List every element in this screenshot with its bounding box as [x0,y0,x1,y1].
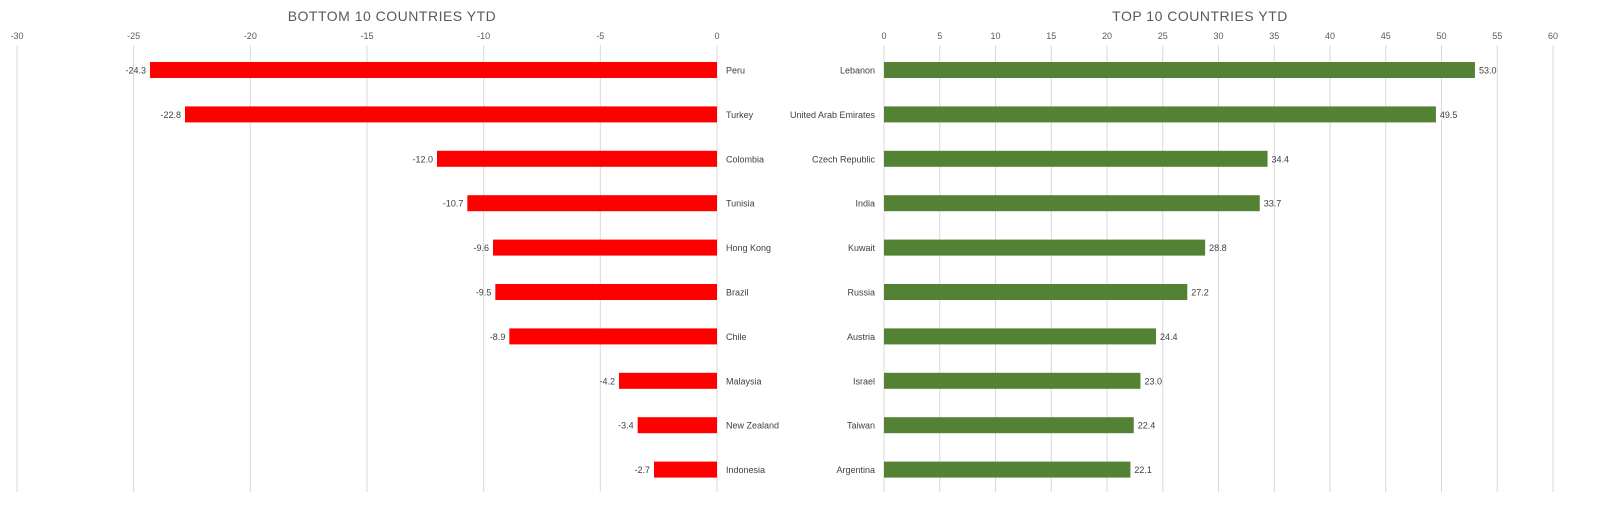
bottom-tick-label: -5 [596,31,604,41]
bottom-category-label: Indonesia [726,465,765,475]
top-value-label: 49.5 [1440,110,1458,120]
bottom-chart-title: BOTTOM 10 COUNTRIES YTD [288,8,497,24]
top-chart-title: TOP 10 COUNTRIES YTD [1112,8,1288,24]
bottom-countries-chart: BOTTOM 10 COUNTRIES YTD -30 -25 -20 -15 -10 -… [10,8,779,492]
top-tick-label: 5 [937,31,942,41]
top-tick-label: 10 [990,31,1000,41]
bottom-tick-label: -30 [10,31,23,41]
top-tick-label: 30 [1213,31,1223,41]
bottom-bar [437,150,717,167]
top-category-label: Russia [847,288,875,298]
top-category-label: United Arab Emirates [790,110,876,120]
top-bar [884,106,1436,123]
top-value-label: 33.7 [1264,199,1282,209]
top-bar [884,284,1188,300]
top-bar [884,328,1157,345]
top-category-label: Argentina [836,465,875,475]
top-bar [884,62,1475,78]
top-value-label: 22.1 [1134,465,1152,475]
bottom-category-label: Hong Kong [726,243,771,253]
top-tick-label: 60 [1548,31,1558,41]
top-category-label: Czech Republic [812,154,876,164]
top-countries-chart: TOP 10 COUNTRIES YTD 0 5 10 15 20 25 30 35 40 45 5… [790,8,1558,492]
bottom-bar [637,417,717,434]
top-value-label: 23.0 [1144,376,1162,386]
bottom-bar [150,62,717,78]
bottom-bar [509,328,717,345]
top-tick-label: 20 [1102,31,1112,41]
bottom-value-label: -8.9 [490,332,506,342]
top-category-label: Taiwan [847,421,875,431]
bottom-category-label: New Zealand [726,421,779,431]
top-category-label: Lebanon [840,66,875,76]
bottom-bar [493,239,717,256]
top-category-label: Austria [847,332,875,342]
top-tick-label: 50 [1436,31,1446,41]
bottom-category-label: Malaysia [726,376,762,386]
bottom-category-label: Brazil [726,288,749,298]
bottom-category-label: Turkey [726,110,754,120]
bottom-tick-label: 0 [714,31,719,41]
top-tick-label: 35 [1269,31,1279,41]
bottom-value-label: -9.5 [476,288,492,298]
bottom-bar [619,372,717,389]
top-value-label: 22.4 [1138,421,1156,431]
bottom-tick-label: -25 [127,31,140,41]
top-tick-label: 45 [1381,31,1391,41]
top-tick-label: 0 [881,31,886,41]
bottom-tick-label: -10 [477,31,490,41]
top-value-label: 34.4 [1272,154,1290,164]
bottom-value-label: -12.0 [412,154,433,164]
top-bar [884,372,1141,389]
top-category-label: India [855,199,875,209]
bottom-value-label: -10.7 [443,199,464,209]
bottom-category-label: Peru [726,66,745,76]
top-bar [884,417,1134,434]
top-tick-label: 25 [1158,31,1168,41]
top-bar [884,195,1260,212]
top-value-label: 27.2 [1191,288,1209,298]
bottom-category-label: Tunisia [726,199,755,209]
bottom-category-label: Colombia [726,154,764,164]
top-category-label: Kuwait [848,243,876,253]
bottom-value-label: -9.6 [473,243,489,253]
bottom-value-label: -3.4 [618,421,634,431]
top-category-label: Israel [853,376,875,386]
top-bar [884,150,1268,167]
top-bar [884,239,1206,256]
top-bar [884,461,1131,478]
bottom-bar [495,284,717,300]
top-tick-label: 15 [1046,31,1056,41]
bottom-tick-label: -20 [244,31,257,41]
top-tick-label: 55 [1492,31,1502,41]
bottom-category-label: Chile [726,332,747,342]
top-value-label: 53.0 [1479,66,1497,76]
top-tick-label: 40 [1325,31,1335,41]
bottom-bar [185,106,717,123]
bottom-bar [654,461,717,478]
bottom-value-label: -22.8 [160,110,181,120]
top-value-label: 28.8 [1209,243,1227,253]
bottom-tick-label: -15 [360,31,373,41]
top-value-label: 24.4 [1160,332,1178,342]
bottom-value-label: -2.7 [634,465,650,475]
bottom-bar [467,195,717,212]
bottom-value-label: -4.2 [599,376,615,386]
bottom-value-label: -24.3 [125,66,146,76]
